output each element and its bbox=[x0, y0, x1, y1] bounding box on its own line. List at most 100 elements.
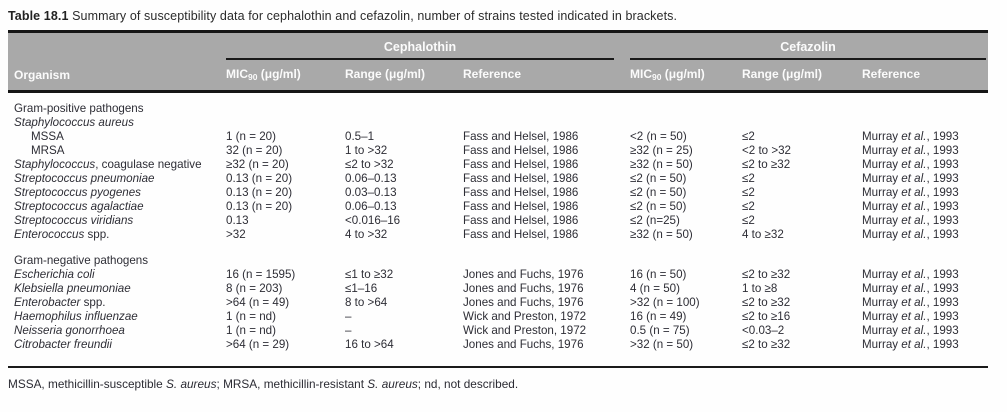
header-corner bbox=[14, 33, 226, 60]
ceph-range-cell: 1 to >32 bbox=[345, 144, 388, 157]
organism-cell: Streptococcus pyogenes bbox=[14, 186, 141, 199]
column-header-ceph-range: Range (μg/ml) bbox=[345, 67, 426, 81]
column-header-cefa-reference: Reference bbox=[862, 67, 921, 81]
column-header-organism: Organism bbox=[14, 68, 71, 82]
ceph-mic90-cell: ≥32 (n = 20) bbox=[226, 158, 289, 171]
cefa-mic90-cell: 16 (n = 49) bbox=[630, 310, 687, 323]
ceph-range-cell: ≤1–16 bbox=[345, 282, 378, 295]
ceph-mic90-cell: 8 (n = 203) bbox=[226, 282, 283, 295]
cefa-reference-cell: Murray et al., 1993 bbox=[862, 228, 959, 241]
cefa-reference-cell: Murray et al., 1993 bbox=[862, 172, 959, 185]
cefa-range-cell: <0.03–2 bbox=[742, 324, 785, 337]
ceph-mic90-cell: 1 (n = nd) bbox=[226, 324, 276, 337]
ceph-reference-cell: Fass and Helsel, 1986 bbox=[463, 200, 579, 213]
ceph-reference-cell: Fass and Helsel, 1986 bbox=[463, 214, 579, 227]
cefa-range-cell: ≤2 to ≥32 bbox=[742, 338, 791, 351]
ceph-reference-cell: Fass and Helsel, 1986 bbox=[463, 172, 579, 185]
ceph-reference-cell: Fass and Helsel, 1986 bbox=[463, 186, 579, 199]
ceph-mic90-cell: 1 (n = 20) bbox=[226, 130, 276, 143]
ceph-range-cell: 0.03–0.13 bbox=[345, 186, 397, 199]
ceph-reference-cell: Jones and Fuchs, 1976 bbox=[463, 282, 584, 295]
footnote-text: ; nd, not described. bbox=[417, 377, 519, 391]
organism-cell: Escherichia coli bbox=[14, 268, 95, 281]
cefa-reference-cell: Murray et al., 1993 bbox=[862, 158, 959, 171]
column-header-ceph-reference: Reference bbox=[463, 67, 522, 81]
cefa-mic90-cell: ≤2 (n = 50) bbox=[630, 200, 687, 213]
cefa-range-cell: 4 to ≥32 bbox=[742, 228, 784, 241]
organism-cell: Enterococcus spp. bbox=[14, 228, 110, 241]
cefa-reference-cell: Murray et al., 1993 bbox=[862, 268, 959, 281]
ceph-range-cell: 16 to >64 bbox=[345, 338, 394, 351]
cefa-mic90-cell: >32 (n = 50) bbox=[630, 338, 694, 351]
ceph-range-cell: <0.016–16 bbox=[345, 214, 401, 227]
cefa-mic90-cell: ≤2 (n=25) bbox=[630, 214, 680, 227]
ceph-mic90-cell: >64 (n = 29) bbox=[226, 338, 290, 351]
mic-unit: (μg/ml) bbox=[257, 67, 301, 81]
ceph-reference-cell: Jones and Fuchs, 1976 bbox=[463, 338, 584, 351]
cefa-reference-cell: Murray et al., 1993 bbox=[862, 186, 959, 199]
organism-cell: Enterobacter spp. bbox=[14, 296, 106, 309]
organism-cell: Klebsiella pneumoniae bbox=[14, 282, 131, 295]
cefa-range-cell: ≤2 bbox=[742, 214, 755, 227]
cefa-range-cell: ≤2 to ≥32 bbox=[742, 296, 791, 309]
cefa-range-cell: ≤2 bbox=[742, 130, 755, 143]
cefa-reference-cell: Murray et al., 1993 bbox=[862, 296, 959, 309]
ceph-reference-cell: Wick and Preston, 1972 bbox=[463, 324, 587, 337]
table-header: Cephalothin Cefazolin Organism MIC90 (μg… bbox=[8, 30, 988, 93]
cefa-reference-cell: Murray et al., 1993 bbox=[862, 310, 959, 323]
cefa-mic90-cell: ≥32 (n = 25) bbox=[630, 144, 693, 157]
cefa-mic90-cell: >32 (n = 100) bbox=[630, 296, 700, 309]
ceph-range-cell: 8 to >64 bbox=[345, 296, 388, 309]
organism-cell: Streptococcus agalactiae bbox=[14, 200, 144, 213]
organism-cell: Streptococcus viridians bbox=[14, 214, 134, 227]
ceph-mic90-cell: 0.13 bbox=[226, 214, 249, 227]
ceph-reference-cell: Jones and Fuchs, 1976 bbox=[463, 268, 584, 281]
footnote-species: S. aureus bbox=[166, 377, 217, 391]
section-label: Gram-positive pathogens bbox=[14, 102, 144, 115]
organism-cell: Staphylococcus, coagulase negative bbox=[14, 158, 202, 171]
ceph-reference-cell: Fass and Helsel, 1986 bbox=[463, 144, 579, 157]
ceph-mic90-cell: >64 (n = 49) bbox=[226, 296, 290, 309]
ceph-mic90-cell: 0.13 (n = 20) bbox=[226, 186, 293, 199]
table-caption: Table 18.1 Summary of susceptibility dat… bbox=[8, 9, 1007, 23]
organism-name: Staphylococcus aureus bbox=[14, 116, 134, 129]
organism-cell: Haemophilus influenzae bbox=[14, 310, 138, 323]
cefa-mic90-cell: 16 (n = 50) bbox=[630, 268, 687, 281]
ceph-range-cell: 0.06–0.13 bbox=[345, 172, 397, 185]
cefa-range-cell: ≤2 bbox=[742, 186, 755, 199]
ceph-mic90-cell: 1 (n = nd) bbox=[226, 310, 276, 323]
group-header-cephalothin: Cephalothin bbox=[226, 33, 614, 60]
mic-unit: (μg/ml) bbox=[661, 67, 705, 81]
group-header-cefazolin: Cefazolin bbox=[630, 33, 986, 60]
ceph-reference-cell: Jones and Fuchs, 1976 bbox=[463, 296, 584, 309]
table-caption-text: Summary of susceptibility data for cepha… bbox=[68, 9, 678, 23]
mic-subscript: 90 bbox=[652, 72, 662, 82]
ceph-mic90-cell: >32 bbox=[226, 228, 246, 241]
cefa-range-cell: ≤2 to ≥32 bbox=[742, 158, 791, 171]
ceph-reference-cell: Fass and Helsel, 1986 bbox=[463, 228, 579, 241]
column-header-ceph-mic90: MIC90 (μg/ml) bbox=[226, 60, 345, 90]
column-header-cefa-mic90: MIC90 (μg/ml) bbox=[630, 60, 742, 90]
mic-subscript: 90 bbox=[248, 72, 258, 82]
ceph-reference-cell: Fass and Helsel, 1986 bbox=[463, 130, 579, 143]
cefa-mic90-cell: ≥32 (n = 50) bbox=[630, 158, 693, 171]
ceph-range-cell: 0.06–0.13 bbox=[345, 200, 397, 213]
organism-cell: MRSA bbox=[31, 144, 65, 157]
cefa-reference-cell: Murray et al., 1993 bbox=[862, 144, 959, 157]
cefa-mic90-cell: ≥32 (n = 50) bbox=[630, 228, 693, 241]
cefa-range-cell: ≤2 bbox=[742, 200, 755, 213]
ceph-reference-cell: Fass and Helsel, 1986 bbox=[463, 158, 579, 171]
ceph-range-cell: – bbox=[345, 324, 352, 337]
ceph-mic90-cell: 16 (n = 1595) bbox=[226, 268, 296, 281]
footnote-species: S. aureus bbox=[367, 377, 418, 391]
section-gap bbox=[14, 242, 988, 254]
ceph-range-cell: ≤1 to ≥32 bbox=[345, 268, 394, 281]
cefa-reference-cell: Murray et al., 1993 bbox=[862, 200, 959, 213]
table-number: Table 18.1 bbox=[8, 9, 69, 23]
ceph-range-cell: ≤2 to >32 bbox=[345, 158, 394, 171]
cefa-mic90-cell: ≤2 (n = 50) bbox=[630, 186, 687, 199]
cefa-range-cell: 1 to ≥8 bbox=[742, 282, 778, 295]
footnote-text: MSSA, methicillin-susceptible bbox=[8, 377, 167, 391]
cefa-reference-cell: Murray et al., 1993 bbox=[862, 324, 959, 337]
organism-cell: Streptococcus pneumoniae bbox=[14, 172, 155, 185]
